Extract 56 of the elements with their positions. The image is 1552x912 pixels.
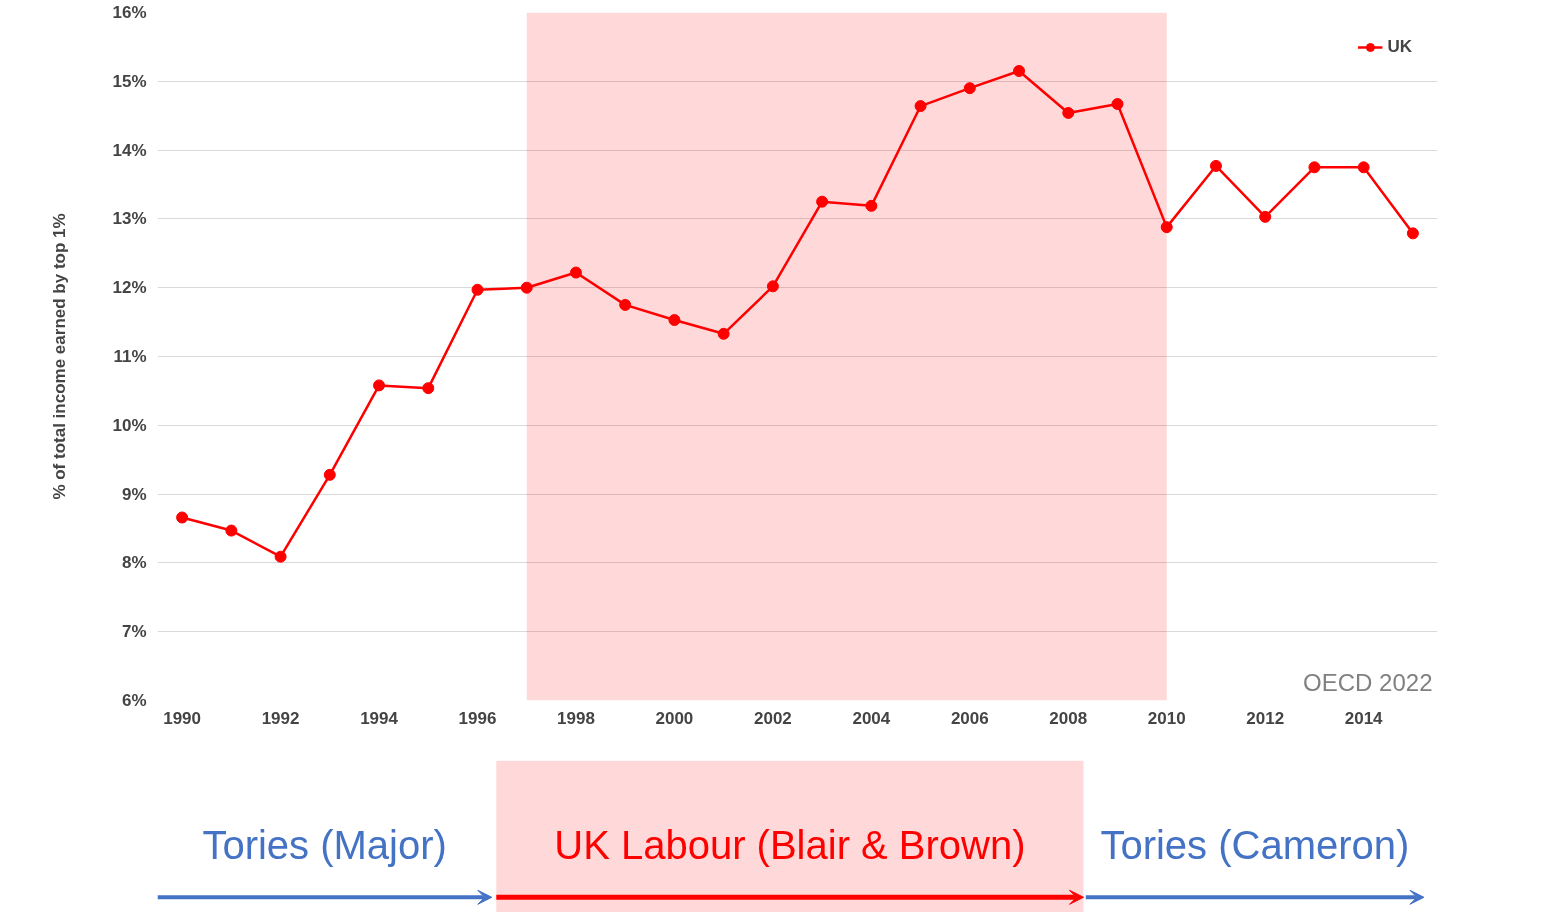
y-tick-label: 6% [121, 691, 147, 710]
point [274, 550, 287, 563]
point [520, 281, 533, 294]
x-tick-label: 1994 [360, 708, 399, 728]
annotation: OECD 2022 [1303, 668, 1433, 696]
y-tick-label: 12% [112, 278, 147, 298]
point [1209, 159, 1222, 172]
text: Tories (Cameron) [1100, 822, 1410, 867]
point [1160, 221, 1173, 234]
x-tick-label: 2012 [1246, 708, 1285, 728]
x-tick-label: 1992 [261, 708, 300, 728]
point [1406, 227, 1419, 240]
y-tick-label: 8% [121, 553, 147, 573]
point [225, 524, 238, 537]
y-tick-label: 13% [112, 209, 147, 229]
x-tick-label: 2014 [1344, 708, 1384, 728]
point [766, 280, 779, 293]
point [422, 382, 435, 395]
legend-label: UK [1387, 37, 1412, 57]
x-tick-label: 2002 [753, 708, 792, 728]
point [569, 266, 582, 279]
point [1357, 161, 1370, 174]
y-axis-title: % of total income earned by top 1% [50, 213, 70, 500]
point [865, 199, 878, 212]
x-tick-label: 1998 [557, 708, 595, 728]
point [1062, 106, 1075, 119]
x-tick-label: 1990 [163, 708, 202, 728]
y-tick-label: 16% [112, 3, 147, 22]
point [717, 327, 730, 340]
y-tick-label: 7% [121, 622, 147, 642]
x-tick-label: 2010 [1147, 708, 1186, 728]
point [471, 283, 484, 296]
y-tick-label: 14% [112, 140, 147, 160]
point [914, 100, 927, 113]
x-tick-label: 2004 [852, 708, 891, 728]
x-tick-label: 2008 [1049, 708, 1088, 728]
point [1111, 98, 1124, 110]
x-tick-label: 1996 [458, 708, 497, 728]
x-tick-label: 2000 [655, 708, 694, 728]
point [668, 314, 681, 327]
text: Tories (Major) [202, 822, 447, 867]
y-tick-label: 15% [112, 71, 147, 91]
point [619, 298, 632, 311]
point [816, 195, 829, 208]
band-label: UK Labour (Blair & Brown) [554, 822, 1026, 867]
y-tick-label: 10% [112, 415, 147, 435]
point [373, 379, 386, 392]
point [1013, 64, 1026, 77]
point [1308, 161, 1321, 174]
point [176, 511, 189, 524]
x-tick-label: 2006 [950, 708, 989, 728]
point [323, 468, 336, 481]
y-tick-label: 11% [113, 347, 147, 366]
point [1259, 210, 1272, 223]
y-tick-label: 9% [121, 484, 147, 504]
point [963, 82, 976, 95]
